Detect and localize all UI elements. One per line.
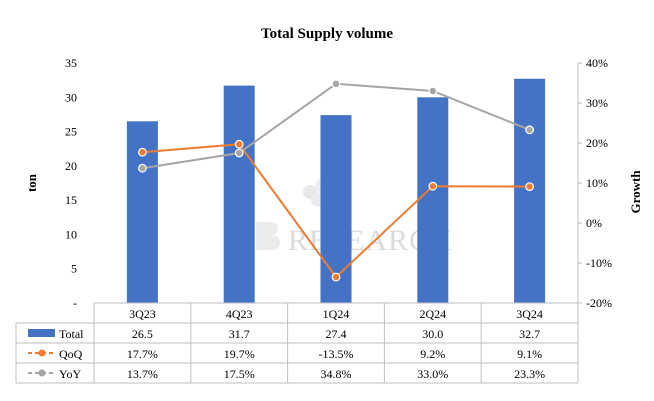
table-cell-total: 27.4 (326, 327, 347, 341)
axes: - 5 10 15 20 25 30 35 -20% -10% 0% 10% 20% 30% 40% (65, 56, 612, 310)
legend-label-total: Total (59, 327, 84, 341)
x-tick-label: 2Q24 (419, 307, 446, 321)
legend-key-qoq-marker (38, 349, 46, 357)
y-tick-label: 30 (65, 90, 77, 104)
x-tick-label: 1Q24 (323, 307, 350, 321)
point-qoq-1q24 (331, 272, 341, 282)
legend-label-yoy: YoY (59, 367, 81, 381)
legend-label-qoq: QoQ (59, 347, 83, 361)
table-cell-qoq: 9.2% (420, 347, 445, 361)
point-qoq-2q24 (428, 181, 438, 191)
y2-tick-label: 40% (586, 56, 608, 70)
x-tick-label: 3Q23 (129, 307, 156, 321)
bar-series-total (126, 78, 546, 304)
y-tick-label: 20 (65, 159, 77, 173)
point-qoq-3q23 (137, 147, 147, 157)
point-yoy-1q24 (331, 79, 341, 89)
point-yoy-2q24 (428, 86, 438, 96)
point-yoy-3q24 (525, 125, 534, 135)
y-tick-label: 25 (65, 125, 77, 139)
table-cell-total: 26.5 (132, 327, 153, 341)
table-cell-yoy: 23.3% (514, 367, 545, 381)
point-yoy-4q23 (234, 148, 244, 158)
x-tick-label: 3Q24 (516, 307, 543, 321)
table-cell-qoq: -13.5% (319, 347, 354, 361)
table-cell-yoy: 34.8% (321, 367, 352, 381)
table-cell-total: 31.7 (229, 327, 250, 341)
table-cell-yoy: 17.5% (224, 367, 255, 381)
x-tick-label: 4Q23 (226, 307, 253, 321)
table-cell-qoq: 19.7% (224, 347, 255, 361)
table-cell-qoq: 17.7% (127, 347, 158, 361)
y2-tick-label: 10% (586, 176, 608, 190)
bar-total-1q24 (320, 115, 352, 303)
y2-tick-label: -10% (586, 256, 612, 270)
bar-total-4q23 (223, 85, 255, 303)
legend-key-total (28, 329, 55, 337)
y-tick-label: 5 (71, 262, 77, 276)
point-qoq-3q24 (525, 182, 534, 192)
y-tick-label: 10 (65, 227, 77, 241)
y2-tick-label: -20% (586, 296, 612, 310)
y2-tick-label: 0% (586, 216, 602, 230)
table-cell-qoq: 9.1% (517, 347, 542, 361)
table-cell-total: 32.7 (519, 327, 540, 341)
bar-total-2q24 (417, 97, 449, 304)
y2-axis-title: Growth (628, 170, 643, 214)
y-tick-label: 35 (65, 56, 77, 70)
y2-tick-label: 30% (586, 96, 608, 110)
y-axis-title: ton (24, 173, 39, 192)
point-yoy-3q23 (137, 163, 147, 173)
legend-key-yoy-marker (38, 369, 46, 377)
chart-title: Total Supply volume (261, 26, 393, 42)
line-series (137, 79, 534, 282)
y-tick-label: - (73, 296, 77, 310)
y2-tick-label: 20% (586, 136, 608, 150)
table-cell-total: 30.0 (422, 327, 443, 341)
table-cell-yoy: 13.7% (127, 367, 158, 381)
data-table: 3Q23 4Q23 1Q24 2Q24 3Q24 Total 26.5 31.7 27.4 30.… (15, 302, 579, 384)
y-tick-label: 15 (65, 193, 77, 207)
point-qoq-4q23 (234, 139, 244, 149)
table-cell-yoy: 33.0% (417, 367, 448, 381)
